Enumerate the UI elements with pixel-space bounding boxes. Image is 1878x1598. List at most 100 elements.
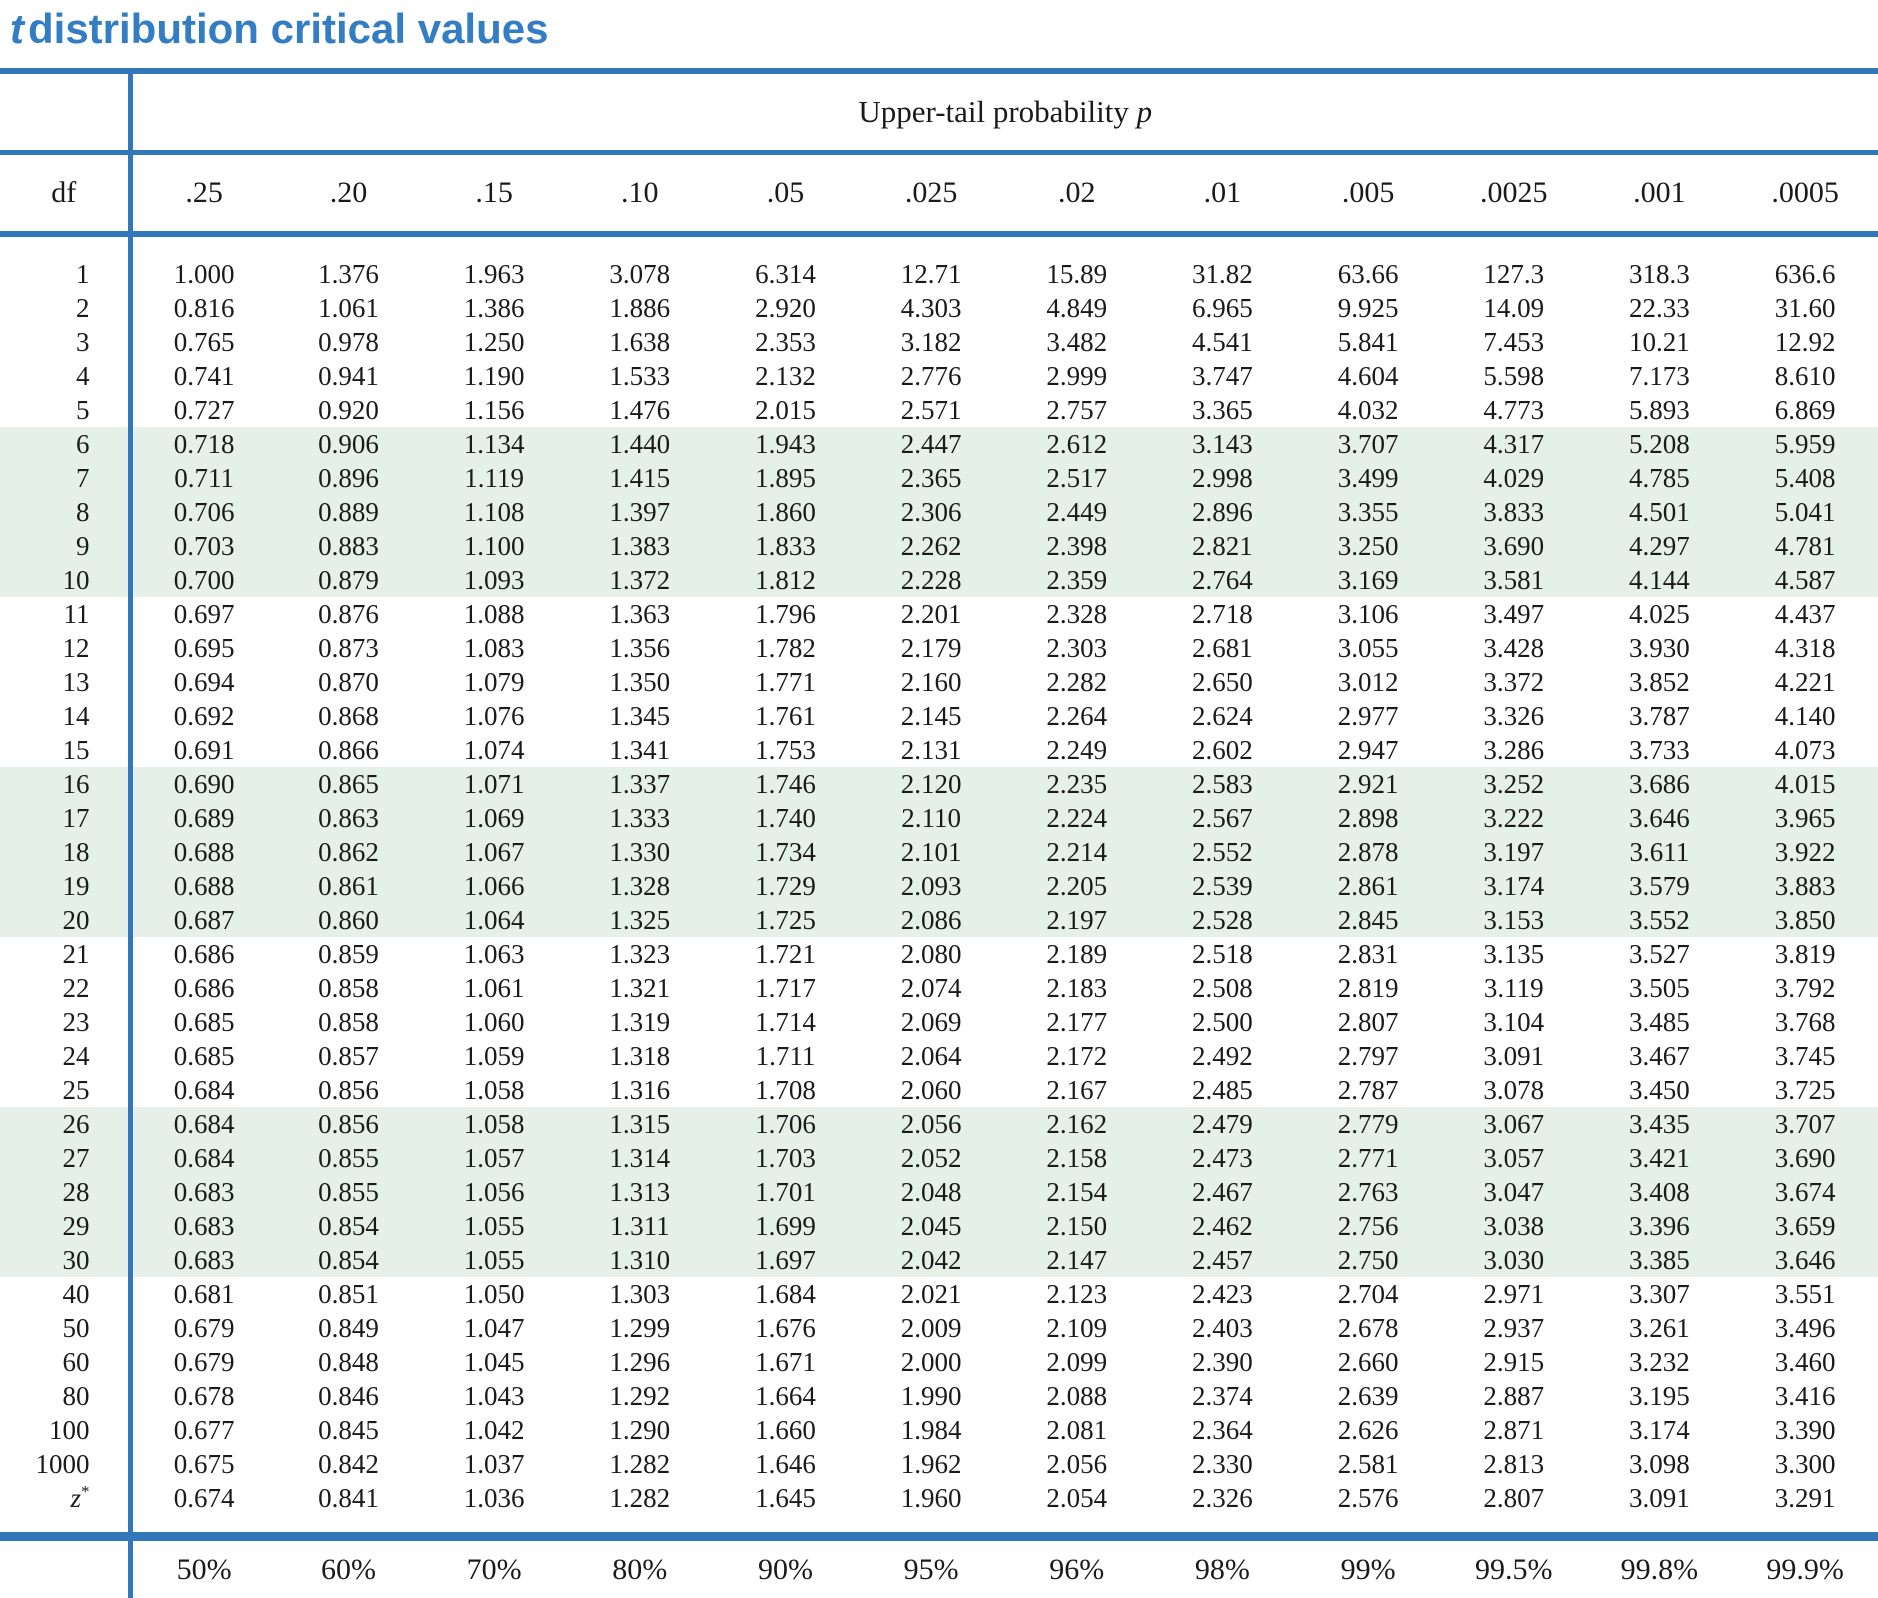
critical-value-cell: 0.873 — [318, 633, 379, 663]
critical-value-cell: 2.660 — [1337, 1347, 1399, 1377]
table-row: 11 0.697 0.876 1.088 1.363 1.796 2.201 2.328 2.7… — [0, 597, 1878, 631]
critical-value-cell: 3.646 — [1732, 1243, 1878, 1277]
critical-value-cell: 3.091 — [1629, 1483, 1690, 1513]
table-row: 27 0.684 0.855 1.057 1.314 1.703 2.052 2.158 2.4… — [0, 1141, 1878, 1175]
df-value: 60 — [0, 1345, 133, 1379]
critical-value-cell: 4.501 — [1586, 495, 1733, 529]
critical-value-cell: 2.624 — [1192, 701, 1253, 731]
critical-value-cell: 0.846 — [318, 1381, 379, 1411]
critical-value-cell: 0.741 — [173, 361, 235, 391]
table-row: 29 0.683 0.854 1.055 1.311 1.699 2.045 2.150 2.4… — [0, 1209, 1878, 1243]
critical-value-cell: 1.676 — [755, 1313, 816, 1343]
critical-value-cell: 1.476 — [609, 395, 671, 425]
critical-value-cell: 4.437 — [1774, 599, 1836, 629]
critical-value-cell: 3.450 — [1629, 1075, 1690, 1105]
table-row: 13 0.694 0.870 1.079 1.350 1.771 2.160 2.282 2.6… — [0, 665, 1878, 699]
critical-value-cell: 2.492 — [1192, 1041, 1253, 1071]
critical-value-cell: 0.684 — [130, 1141, 276, 1175]
critical-value-cell: 2.262 — [858, 529, 1004, 563]
critical-value-cell: 2.971 — [1483, 1279, 1545, 1309]
critical-value-cell: 3.252 — [1440, 767, 1587, 801]
critical-value-cell: 2.756 — [1295, 1209, 1441, 1243]
critical-value-cell: 1.383 — [566, 529, 713, 563]
critical-value-cell: 1.311 — [566, 1209, 713, 1243]
critical-value-cell: 1.318 — [609, 1041, 671, 1071]
critical-value-cell: 1.045 — [463, 1347, 525, 1377]
critical-value-cell: 4.318 — [1774, 633, 1836, 663]
critical-value-cell: 8.610 — [1774, 361, 1836, 391]
critical-value-cell: 3.078 — [609, 259, 671, 289]
critical-value-cell: 1.292 — [609, 1381, 671, 1411]
critical-value-cell: 1.058 — [421, 1107, 567, 1141]
critical-value-cell: 2.054 — [1046, 1483, 1108, 1513]
critical-value-cell: 4.029 — [1440, 461, 1587, 495]
critical-value-cell: 3.690 — [1440, 529, 1587, 563]
critical-value-cell: 3.579 — [1586, 869, 1733, 903]
table-row: 22 0.686 0.858 1.061 1.321 1.717 2.074 2.183 2.5… — [0, 971, 1878, 1005]
critical-value-cell: 2.678 — [1337, 1313, 1399, 1343]
critical-value-cell: 2.807 — [1337, 1007, 1399, 1037]
df-value: 4 — [0, 359, 133, 393]
critical-value-cell: 4.015 — [1732, 767, 1878, 801]
critical-value-cell: 3.792 — [1774, 973, 1836, 1003]
critical-value-cell: 2.797 — [1337, 1041, 1399, 1071]
table-row: 1000 0.675 0.842 1.037 1.282 1.646 1.962 2.056 2… — [0, 1447, 1878, 1481]
critical-value-cell: 2.099 — [1046, 1347, 1108, 1377]
critical-value-cell: 1.533 — [609, 361, 671, 391]
critical-value-cell: 1.058 — [463, 1075, 525, 1105]
critical-value-cell: 1.671 — [755, 1347, 816, 1377]
critical-value-cell: 2.583 — [1149, 767, 1296, 801]
critical-value-cell: 2.602 — [1192, 735, 1253, 765]
confidence-percent-cell: 80% — [566, 1532, 713, 1598]
df-value: 2 — [0, 291, 133, 325]
critical-value-cell: 2.365 — [858, 461, 1004, 495]
critical-value-cell: 2.000 — [900, 1347, 962, 1377]
critical-value-cell: 3.326 — [1483, 701, 1545, 731]
critical-value-cell: 3.527 — [1629, 939, 1690, 969]
critical-value-cell: 2.462 — [1149, 1209, 1296, 1243]
critical-value-cell: 0.861 — [275, 869, 422, 903]
df-value: 14 — [0, 699, 133, 733]
critical-value-cell: 2.485 — [1192, 1075, 1253, 1105]
critical-value-cell: 2.249 — [1046, 735, 1108, 765]
critical-value-cell: 0.978 — [318, 327, 379, 357]
critical-value-cell: 0.718 — [130, 427, 276, 461]
table-row: 15 0.691 0.866 1.074 1.341 1.753 2.131 2.249 2.6… — [0, 733, 1878, 767]
critical-value-cell: 0.854 — [275, 1243, 422, 1277]
critical-value-cell: 4.221 — [1774, 667, 1836, 697]
critical-value-cell: 3.012 — [1337, 667, 1399, 697]
critical-value-cell: 1.761 — [755, 701, 816, 731]
critical-value-cell: 1.083 — [463, 633, 525, 663]
critical-value-cell: 2.947 — [1337, 735, 1399, 765]
critical-value-cell: 3.286 — [1483, 735, 1545, 765]
critical-value-cell: 3.467 — [1629, 1041, 1690, 1071]
p-column-header: .001 — [1586, 152, 1733, 237]
critical-value-cell: 1.066 — [421, 869, 567, 903]
df-value: 50 — [0, 1311, 133, 1345]
p-column-header: .01 — [1149, 152, 1296, 237]
critical-value-cell: 1.714 — [755, 1007, 816, 1037]
critical-value-cell: 1.960 — [900, 1483, 962, 1513]
critical-value-cell: 2.921 — [1295, 767, 1441, 801]
critical-value-cell: 2.831 — [1337, 939, 1399, 969]
critical-value-cell: 1.190 — [463, 361, 525, 391]
critical-value-cell: 2.750 — [1295, 1243, 1441, 1277]
table-row: 50 0.679 0.849 1.047 1.299 1.676 2.009 2.109 2.4… — [0, 1311, 1878, 1345]
critical-value-cell: 2.088 — [1046, 1381, 1108, 1411]
critical-value-cell: 3.135 — [1483, 939, 1545, 969]
critical-value-cell: 1.079 — [463, 667, 525, 697]
critical-value-cell: 2.330 — [1192, 1449, 1253, 1479]
critical-value-cell: 1.055 — [421, 1209, 567, 1243]
critical-value-cell: 5.959 — [1732, 427, 1878, 461]
critical-value-cell: 0.858 — [318, 1007, 379, 1037]
critical-value-cell: 2.757 — [1046, 395, 1108, 425]
critical-value-cell: 3.104 — [1483, 1007, 1545, 1037]
df-value: 30 — [0, 1243, 133, 1277]
critical-value-cell: 1.076 — [463, 701, 525, 731]
critical-value-cell: 2.158 — [1003, 1141, 1150, 1175]
critical-value-cell: 0.690 — [130, 767, 276, 801]
critical-value-cell: 2.364 — [1192, 1415, 1253, 1445]
critical-value-cell: 0.686 — [173, 973, 235, 1003]
critical-value-cell: 2.999 — [1046, 361, 1108, 391]
